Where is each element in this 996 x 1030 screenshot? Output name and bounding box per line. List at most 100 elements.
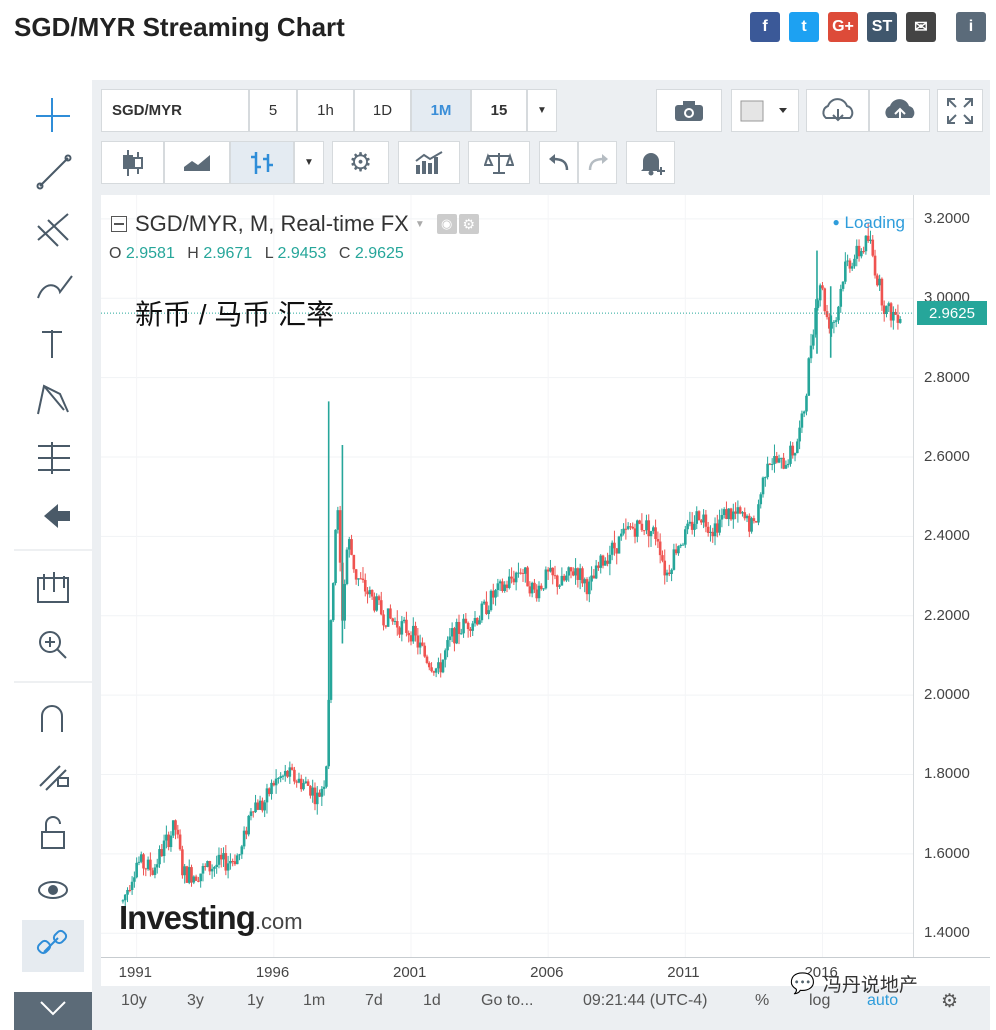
auto-toggle[interactable]: auto: [867, 992, 899, 1009]
gear-icon[interactable]: ⚙: [458, 214, 479, 234]
fullscreen-button[interactable]: [937, 89, 983, 132]
candle-body: [448, 636, 452, 641]
candle-body: [450, 628, 454, 637]
time-axis[interactable]: 1991 1996 2001 2006 2011 2016: [101, 957, 990, 986]
candle-body: [768, 463, 772, 465]
candle-body: [789, 445, 792, 464]
y-tick-label: 2.4000: [924, 527, 970, 545]
candle-body: [226, 863, 230, 871]
price-axis[interactable]: 1.4000 1.6000 1.8000 2.0000 2.2000 2.4000 2.60…: [913, 195, 991, 957]
candles-button[interactable]: [101, 141, 164, 184]
interval-1h[interactable]: 1h: [297, 89, 354, 132]
redo-icon: [588, 153, 608, 170]
chart-type-dropdown[interactable]: ▼: [294, 141, 324, 184]
symbol-search[interactable]: SGD/MYR: [101, 89, 249, 132]
candle-body: [855, 245, 859, 259]
candle-body: [850, 266, 854, 269]
range-10y[interactable]: 10y: [121, 992, 147, 1009]
candle-body: [238, 854, 241, 856]
facebook-icon[interactable]: f: [750, 12, 780, 42]
range-1m[interactable]: 1m: [303, 992, 326, 1009]
candle-body: [222, 853, 225, 860]
candle-body: [258, 800, 262, 810]
low-label: L: [264, 245, 274, 262]
candle-body: [535, 589, 539, 599]
percent-toggle[interactable]: %: [755, 992, 770, 1009]
candle-body: [834, 320, 838, 322]
color-picker[interactable]: [731, 89, 799, 132]
high-label: H: [187, 245, 199, 262]
interval-5[interactable]: 5: [249, 89, 297, 132]
goto-button[interactable]: Go to...: [481, 992, 534, 1009]
indicators-button[interactable]: [398, 141, 460, 184]
snapshot-button[interactable]: [656, 89, 722, 132]
candle-body: [654, 527, 657, 540]
collapse-legend-icon[interactable]: [111, 216, 127, 232]
googleplus-icon[interactable]: G+: [828, 12, 858, 42]
area-button[interactable]: [164, 141, 230, 184]
x-tick-label: 2006: [530, 964, 564, 981]
candle-body: [302, 783, 305, 790]
candle-body: [393, 621, 397, 623]
compare-button[interactable]: [468, 141, 530, 184]
candle-body: [880, 278, 884, 306]
range-1y[interactable]: 1y: [247, 992, 264, 1009]
candle-body: [315, 792, 319, 805]
y-tick-label: 1.8000: [924, 765, 970, 783]
add-alert-button[interactable]: [626, 141, 675, 184]
chevron-down-icon[interactable]: ▼: [414, 218, 425, 230]
load-chart-button[interactable]: [806, 89, 869, 132]
log-toggle[interactable]: log: [809, 992, 831, 1009]
candle-body: [832, 321, 836, 323]
candle-body: [718, 519, 721, 533]
settings-button[interactable]: ⚙: [332, 141, 389, 184]
candle-body: [151, 870, 154, 875]
candle-body: [224, 853, 228, 871]
candle-body: [427, 662, 431, 668]
redo-button[interactable]: [578, 141, 617, 184]
candle-body: [174, 820, 177, 830]
candle-body: [640, 523, 644, 531]
candle-body: [780, 457, 783, 459]
candle-body: [576, 568, 580, 580]
candle-body: [277, 778, 280, 780]
x-tick-label: 2001: [392, 964, 427, 981]
range-3y[interactable]: 3y: [187, 992, 204, 1009]
candle-body: [464, 618, 468, 623]
candle-body: [281, 775, 285, 777]
price-chart[interactable]: [101, 195, 913, 957]
candle-body: [597, 565, 600, 568]
twitter-icon[interactable]: t: [789, 12, 819, 42]
candle-body: [631, 526, 635, 529]
candle-body: [437, 662, 440, 669]
watermark-suffix: .com: [254, 909, 303, 934]
candle-body: [517, 572, 520, 574]
save-chart-button[interactable]: [869, 89, 930, 132]
candle-body: [373, 596, 376, 611]
interval-1m[interactable]: 1M: [411, 89, 471, 132]
stocktwits-icon[interactable]: ST: [867, 12, 897, 42]
gear-icon[interactable]: ⚙: [941, 991, 959, 1012]
interval-1d[interactable]: 1D: [354, 89, 411, 132]
candle-body: [608, 554, 612, 564]
range-1d[interactable]: 1d: [423, 992, 441, 1009]
candle-body: [661, 555, 664, 561]
candle-body: [709, 531, 712, 533]
candle-body: [265, 788, 269, 803]
chart-pane[interactable]: SGD/MYR, M, Real-time FX ▼ ◉ ⚙ O 2.9581 …: [101, 195, 913, 957]
email-icon[interactable]: ✉: [906, 12, 936, 42]
candle-body: [674, 549, 678, 554]
candle-body: [245, 830, 248, 835]
interval-15[interactable]: 15: [471, 89, 527, 132]
bars-button[interactable]: [230, 141, 294, 184]
eye-icon[interactable]: ◉: [436, 214, 457, 234]
range-7d[interactable]: 7d: [365, 992, 383, 1009]
interval-dropdown[interactable]: ▼: [527, 89, 557, 132]
candle-body: [629, 526, 632, 528]
candle-body: [828, 317, 831, 329]
candle-body: [583, 579, 587, 584]
candle-body: [457, 621, 461, 634]
info-icon[interactable]: i: [956, 12, 986, 42]
candle-body: [764, 477, 767, 479]
undo-button[interactable]: [539, 141, 578, 184]
